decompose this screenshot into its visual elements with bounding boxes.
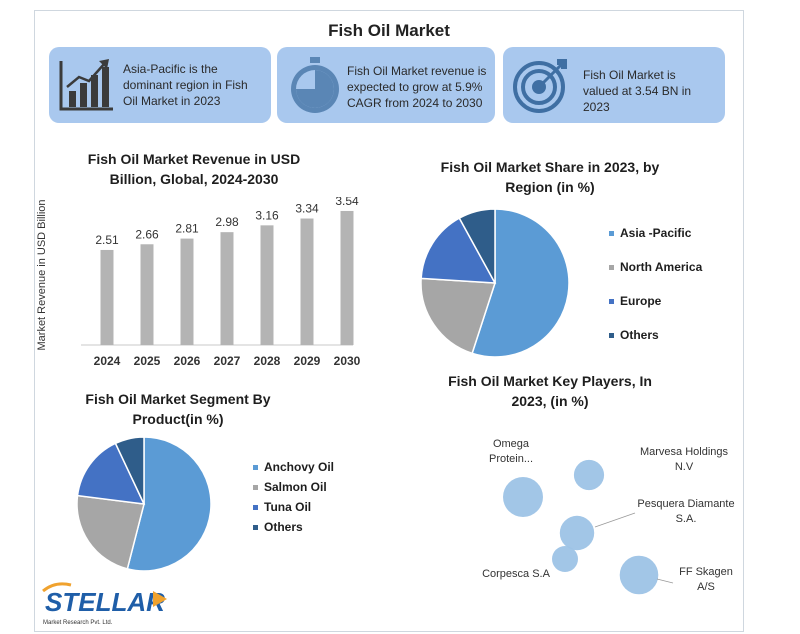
info-card-value: Fish Oil Market is valued at 3.54 BN in … xyxy=(503,47,725,123)
bubble-1 xyxy=(503,477,543,517)
legend-swatch xyxy=(609,332,614,338)
bubble-4 xyxy=(552,546,578,572)
bar-2029 xyxy=(300,218,314,345)
card-text: Fish Oil Market revenue is expected to g… xyxy=(347,64,487,110)
legend-item: North America xyxy=(609,257,702,277)
legend-label: Salmon Oil xyxy=(264,480,327,494)
player-label: FF Skagen A/S xyxy=(679,566,733,593)
product-pie-chart xyxy=(77,437,211,571)
legend-swatch xyxy=(253,464,258,470)
legend-swatch xyxy=(609,230,614,236)
data-label-2028: 3.16 xyxy=(255,208,279,222)
bubble-2 xyxy=(573,459,605,491)
legend-swatch xyxy=(253,524,258,530)
legend-item: Tuna Oil xyxy=(253,497,334,517)
key-players-bubble-chart xyxy=(503,459,674,595)
pie-slice-salmon-oil xyxy=(77,494,145,570)
data-label-2026: 2.81 xyxy=(175,222,199,236)
tick-label-2029: 2029 xyxy=(294,354,321,368)
legend-label: Asia -Pacific xyxy=(620,226,692,240)
page-title: Fish Oil Market xyxy=(328,21,450,40)
bubble-3 xyxy=(559,515,595,551)
stopwatch-icon xyxy=(291,57,339,113)
product-legend: Anchovy Oil Salmon Oil Tuna Oil Others xyxy=(253,457,334,537)
region-pie-title: Fish Oil Market Share in 2023, by Region… xyxy=(440,159,660,195)
logo-brand: STELLAR xyxy=(45,587,165,615)
bar-2030 xyxy=(340,210,354,345)
data-label-2027: 2.98 xyxy=(215,215,239,229)
pie-slice-others xyxy=(458,209,496,284)
player-label: Omega Protein... xyxy=(488,438,534,465)
product-pie-title: Fish Oil Market Segment By Product(in %) xyxy=(85,391,271,427)
legend-swatch xyxy=(253,484,258,490)
revenue-bar-chart: Market Revenue in USD Billion 2.51 2024 2.6… xyxy=(36,197,361,368)
tick-label-2025: 2025 xyxy=(134,354,161,368)
bar-2027 xyxy=(220,232,234,345)
tick-label-2026: 2026 xyxy=(174,354,201,368)
card-text: Asia-Pacific is the dominant region in F… xyxy=(123,62,248,108)
legend-label: Others xyxy=(264,520,303,534)
target-icon xyxy=(513,59,567,113)
data-label-2025: 2.66 xyxy=(135,227,159,241)
legend-label: Europe xyxy=(620,294,662,308)
tick-label-2027: 2027 xyxy=(214,354,241,368)
data-label-2024: 2.51 xyxy=(95,233,119,247)
bar-chart-title: Fish Oil Market Revenue in USD Billion, … xyxy=(87,151,301,187)
player-label: Marvesa Holdings N.V xyxy=(639,446,729,473)
legend-swatch xyxy=(609,264,614,270)
legend-item: Salmon Oil xyxy=(253,477,334,497)
card-text: Fish Oil Market is valued at 3.54 BN in … xyxy=(583,68,692,114)
legend-item: Anchovy Oil xyxy=(253,457,334,477)
legend-swatch xyxy=(609,298,614,304)
legend-label: Anchovy Oil xyxy=(264,460,335,474)
stellar-logo-mark: STELLAR xyxy=(42,582,167,617)
legend-item: Others xyxy=(609,325,702,345)
bar-2025 xyxy=(140,244,154,345)
bar-2026 xyxy=(180,238,194,345)
bar-2024 xyxy=(100,249,114,345)
bar-chart-icon xyxy=(59,59,113,111)
legend-label: Others xyxy=(620,328,659,342)
legend-label: Tuna Oil xyxy=(264,500,312,514)
players-chart-title: Fish Oil Market Key Players, In 2023, (i… xyxy=(448,373,652,409)
leader-line xyxy=(594,512,636,528)
bar-2028 xyxy=(260,225,274,345)
legend-label: North America xyxy=(620,260,703,274)
info-card-cagr: Fish Oil Market revenue is expected to g… xyxy=(277,47,495,123)
infographic-frame: Fish Oil Market Asia-Pacific is the domi… xyxy=(34,10,744,632)
tick-label-2028: 2028 xyxy=(254,354,281,368)
legend-item: Asia -Pacific xyxy=(609,223,702,243)
pie-slice-tuna-oil xyxy=(77,442,146,505)
pie-slice-asia-pacific xyxy=(471,209,569,357)
pie-slice-anchovy-oil xyxy=(126,437,211,571)
stellar-logo: STELLAR Market Research Pvt. Ltd. xyxy=(41,581,171,627)
legend-item: Others xyxy=(253,517,334,537)
data-label-2030: 3.54 xyxy=(335,197,359,208)
pie-slice-others xyxy=(114,437,145,505)
leader-line xyxy=(656,578,674,584)
legend-swatch xyxy=(253,504,258,510)
tick-label-2030: 2030 xyxy=(334,354,361,368)
region-pie-chart xyxy=(421,209,569,357)
legend-item: Europe xyxy=(609,291,702,311)
bubble-5 xyxy=(619,555,659,595)
player-label: Corpesca S.A xyxy=(482,568,550,580)
tick-label-2024: 2024 xyxy=(94,354,121,368)
info-card-region: Asia-Pacific is the dominant region in F… xyxy=(49,47,271,123)
region-legend: Asia -Pacific North America Europe Others xyxy=(609,223,702,359)
data-label-2029: 3.34 xyxy=(295,202,319,216)
pie-slice-north-america xyxy=(421,277,497,355)
player-label: Pesquera Diamante S.A. xyxy=(637,498,735,525)
pie-slice-europe xyxy=(421,217,497,284)
y-axis-label: Market Revenue in USD Billion xyxy=(36,199,48,350)
logo-subtitle: Market Research Pvt. Ltd. xyxy=(43,620,113,626)
